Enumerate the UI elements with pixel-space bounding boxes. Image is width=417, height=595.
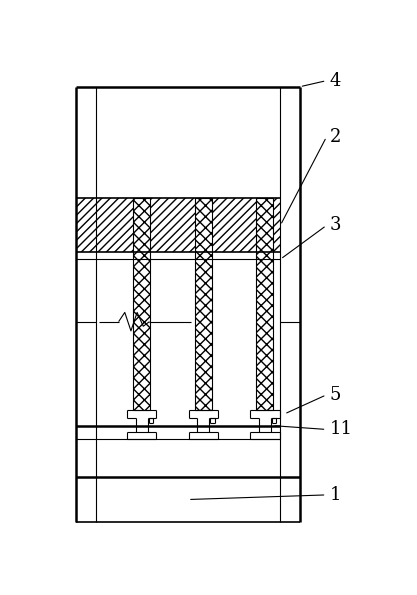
Text: 4: 4 (329, 71, 341, 90)
Text: 5: 5 (329, 386, 341, 404)
Bar (195, 199, 212, 410)
Text: 1: 1 (329, 486, 341, 504)
Bar (256, 199, 274, 410)
Text: 3: 3 (329, 217, 341, 234)
Bar (76, 199, 280, 252)
Bar (133, 199, 150, 410)
Text: 11: 11 (329, 421, 353, 439)
Text: 2: 2 (329, 128, 341, 146)
